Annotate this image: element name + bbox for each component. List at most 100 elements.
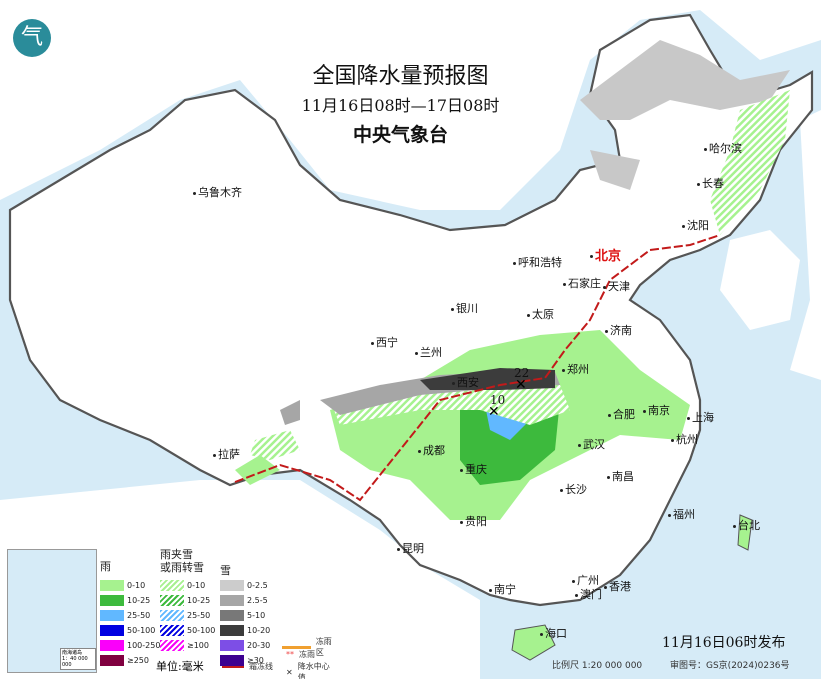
- legend-item: 10-25: [160, 593, 215, 607]
- city-label: 香港: [604, 578, 631, 594]
- city-label: 西宁: [371, 334, 398, 350]
- legend-swatch: [160, 594, 184, 606]
- legend-swatch: [100, 579, 124, 591]
- legend-swatch: [160, 609, 184, 621]
- city-label: 昆明: [397, 540, 424, 556]
- legend-swatch: [100, 594, 124, 606]
- city-label: 郑州: [562, 361, 589, 377]
- legend-freezing-zone: 冻雨区: [282, 636, 334, 658]
- legend-item: 25-50: [160, 608, 215, 622]
- legend-item: 5-10: [220, 608, 270, 622]
- inset-scale: 1：40 000 000: [62, 656, 88, 668]
- city-label: 澳门: [575, 586, 602, 602]
- city-label: 乌鲁木齐: [193, 184, 242, 200]
- review-number: 审图号：GS京(2024)0236号: [670, 661, 790, 671]
- legend-swatch: [220, 639, 244, 651]
- legend-item: 50-100: [160, 623, 215, 637]
- legend-center: ✕ 降水中心值: [286, 661, 334, 679]
- legend-item-label: 0-10: [187, 580, 206, 590]
- legend-item-label: 20-30: [247, 640, 271, 650]
- city-label: 太原: [527, 306, 554, 322]
- legend-sleet: 雨夹雪 或雨转雪 0-10 10-25 25-50 50-100 ≥100: [160, 548, 215, 653]
- legend-item: 2.5-5: [220, 593, 270, 607]
- city-label: 济南: [605, 322, 632, 338]
- city-label: 南宁: [489, 581, 516, 597]
- legend-item-label: 10-25: [187, 595, 211, 605]
- legend-item: 20-30: [220, 638, 270, 652]
- legend-item-label: 10-25: [127, 595, 151, 605]
- center-label: 降水中心值: [297, 662, 330, 679]
- map-title: 全国降水量预报图: [312, 64, 489, 89]
- legend-item: ≥250: [100, 653, 160, 667]
- precip-center-value: 10: [490, 393, 506, 407]
- snow-line-label: 霜冻线: [249, 662, 273, 671]
- city-label: 天津: [603, 278, 630, 294]
- legend-swatch: [100, 609, 124, 621]
- legend-swatch: [220, 624, 244, 636]
- issued-time: 11月16日06时发布: [662, 635, 786, 651]
- snow-area-tibet: [280, 400, 300, 425]
- legend-item-label: 5-10: [247, 610, 266, 620]
- legend-swatch: [160, 639, 184, 651]
- legend-swatch: [100, 624, 124, 636]
- legend-swatch: [100, 654, 124, 666]
- sleet-area-northeast: [710, 90, 790, 235]
- legend-item-label: 10-20: [247, 625, 271, 635]
- legend-rain-title: 雨: [100, 560, 111, 573]
- legend-item: 0-2.5: [220, 578, 270, 592]
- legend-item-label: ≥30: [247, 655, 264, 665]
- city-label: 石家庄: [563, 275, 601, 291]
- legend-item: 10-25: [100, 593, 160, 607]
- legend: 南海诸岛 1：40 000 000 雨 0-10 10-25 25-50 50-100 1…: [4, 546, 334, 679]
- city-label: 长春: [697, 175, 724, 191]
- legend-swatch: [160, 579, 184, 591]
- freezing-rain-label: 冻雨: [299, 650, 315, 659]
- legend-item-label: ≥100: [187, 640, 209, 650]
- city-label: 长沙: [560, 481, 587, 497]
- city-label: 台北: [733, 517, 760, 533]
- south-china-sea-inset: 南海诸岛 1：40 000 000: [7, 549, 97, 673]
- legend-item: 0-10: [100, 578, 160, 592]
- legend-item-label: 50-100: [127, 625, 156, 635]
- city-label: 呼和浩特: [513, 254, 562, 270]
- legend-item: 25-50: [100, 608, 160, 622]
- freezing-zone-label: 冻雨区: [315, 637, 332, 657]
- legend-item-label: ≥250: [127, 655, 149, 665]
- city-label: 兰州: [415, 344, 442, 360]
- city-label: 广州: [572, 572, 599, 588]
- forecast-period: 11月16日08时—17日08时: [301, 96, 500, 115]
- legend-item-label: 25-50: [127, 610, 151, 620]
- legend-rain: 雨 0-10 10-25 25-50 50-100 100-250 ≥250: [100, 560, 160, 668]
- snow-line: [234, 234, 721, 502]
- neighbour-land: [0, 0, 821, 210]
- legend-item-label: 2.5-5: [247, 595, 268, 605]
- city-label: 拉萨: [213, 446, 240, 462]
- city-label: 杭州: [671, 431, 698, 447]
- city-label: 贵阳: [460, 513, 487, 529]
- legend-item-label: 0-2.5: [247, 580, 268, 590]
- cma-logo-icon: 气: [13, 19, 51, 57]
- legend-swatch: [220, 579, 244, 591]
- legend-item: 100-250: [100, 638, 160, 652]
- city-label: 成都: [418, 442, 445, 458]
- city-label: 沈阳: [682, 217, 709, 233]
- city-label: 南京: [643, 402, 670, 418]
- legend-item: 10-20: [220, 623, 270, 637]
- legend-item: 50-100: [100, 623, 160, 637]
- legend-item: 0-10: [160, 578, 215, 592]
- city-label: 福州: [668, 506, 695, 522]
- precip-center-value: 22: [514, 366, 530, 380]
- legend-sleet-title: 雨夹雪: [160, 548, 193, 561]
- city-label: 合肥: [608, 406, 635, 422]
- legend-swatch: [100, 639, 124, 651]
- korea-japan: [720, 110, 821, 380]
- legend-snow-line: 霜冻线: [222, 661, 273, 672]
- city-label: 重庆: [460, 461, 487, 477]
- precip-center-marker: ✕: [515, 377, 527, 393]
- legend-snow: 雪 0-2.5 2.5-5 5-10 10-20 20-30 ≥30: [220, 564, 270, 668]
- map-scale: 比例尺 1:20 000 000: [552, 661, 643, 671]
- legend-item-label: 25-50: [187, 610, 211, 620]
- legend-item-label: 0-10: [127, 580, 146, 590]
- legend-swatch: [160, 624, 184, 636]
